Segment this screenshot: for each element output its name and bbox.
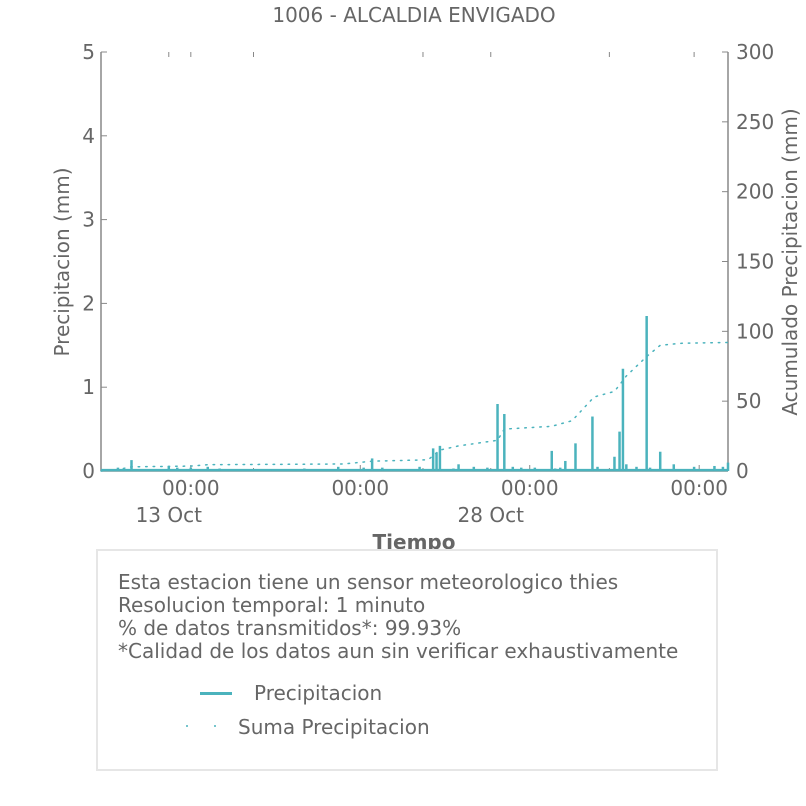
x-axis: 00:00 00:00 00:00 00:00 13 Oct 28 Oct — [136, 52, 728, 527]
info-line-transmitted: % de datos transmitidos*: 99.93% — [118, 616, 462, 640]
legend-dots-swatch — [186, 725, 218, 729]
y-tick-label: 0 — [82, 459, 95, 483]
legend-label-suma: Suma Precipitacion — [238, 715, 430, 739]
chart-title: 1006 - ALCALDIA ENVIGADO — [272, 3, 555, 27]
legend-item-suma: Suma Precipitacion — [186, 715, 430, 739]
y2-tick-label: 150 — [736, 250, 774, 274]
x-tick-label: 00:00 — [331, 476, 389, 500]
x-date-label: 13 Oct — [136, 503, 203, 527]
y-tick-label: 4 — [82, 124, 95, 148]
y2-tick-label: 0 — [736, 459, 749, 483]
x-tick-label: 00:00 — [670, 476, 728, 500]
y2-axis-title: Acumulado Precipitacion (mm) — [778, 108, 802, 415]
precipitation-chart: 1006 - ALCALDIA ENVIGADO 0 1 2 3 4 5 0 50 100 15… — [50, 3, 802, 554]
info-box: Esta estacion tiene un sensor meteorolog… — [96, 549, 718, 771]
y2-tick-label: 50 — [736, 389, 761, 413]
legend-label-precipitacion: Precipitacion — [254, 681, 383, 705]
sum-precipitation-series — [100, 341, 729, 472]
plot-frame — [100, 52, 729, 472]
sum-line — [100, 341, 729, 472]
x-tick-label: 00:00 — [501, 476, 559, 500]
x-date-label: 28 Oct — [458, 503, 525, 527]
y-tick-label: 3 — [82, 208, 95, 232]
legend-item-precipitacion: Precipitacion — [200, 681, 382, 705]
y2-tick-label: 300 — [736, 40, 774, 64]
y2-tick-label: 100 — [736, 319, 774, 343]
y2-tick-label: 250 — [736, 110, 774, 134]
y-tick-label: 5 — [82, 40, 95, 64]
info-line-sensor: Esta estacion tiene un sensor meteorolog… — [118, 570, 619, 594]
y-tick-label: 1 — [82, 375, 95, 399]
y-axis-title: Precipitacion (mm) — [50, 167, 74, 356]
y2-tick-label: 200 — [736, 180, 774, 204]
x-tick-label: 00:00 — [162, 476, 220, 500]
y-tick-label: 2 — [82, 291, 95, 315]
precipitation-series — [101, 315, 730, 472]
legend-line-swatch — [200, 691, 232, 695]
y-axis-left: 0 1 2 3 4 5 — [82, 40, 107, 483]
info-line-quality: *Calidad de los datos aun sin verificar … — [118, 639, 679, 663]
y-axis-right: 0 50 100 150 200 250 300 — [722, 40, 774, 483]
info-line-resolution: Resolucion temporal: 1 minuto — [118, 593, 426, 617]
